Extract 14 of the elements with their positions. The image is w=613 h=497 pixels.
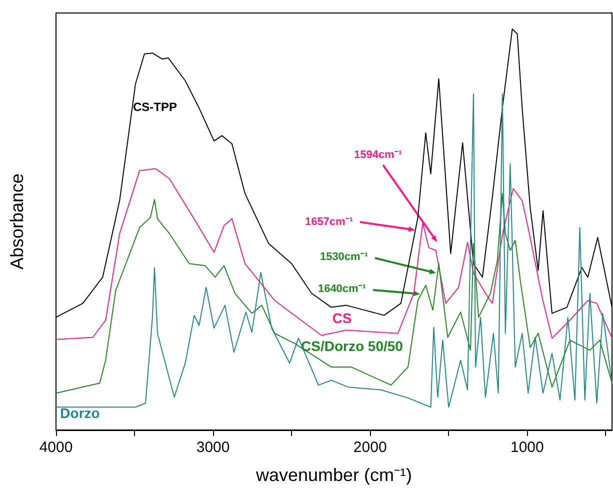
y-axis-title: Absorbance <box>7 173 27 270</box>
x-tick-label: 2000 <box>353 439 387 456</box>
series-label: CS-TPP <box>132 100 178 114</box>
series-label: CS/Dorzo 50/50 <box>301 338 404 354</box>
x-axis-title: wavenumber (cm⁻¹) <box>254 465 412 485</box>
x-tick-label: 1000 <box>510 439 544 456</box>
series-label: CS <box>332 310 352 326</box>
annotation: 1594cm⁻¹ <box>354 149 402 161</box>
series-label: Dorzo <box>60 405 100 421</box>
x-tick-label: 4000 <box>39 439 73 456</box>
annotation: 1657cm⁻¹ <box>304 216 354 228</box>
annotation: 1640cm⁻¹ <box>318 283 366 295</box>
annotation: 1530cm⁻¹ <box>320 251 368 263</box>
x-tick-label: 3000 <box>196 439 230 456</box>
